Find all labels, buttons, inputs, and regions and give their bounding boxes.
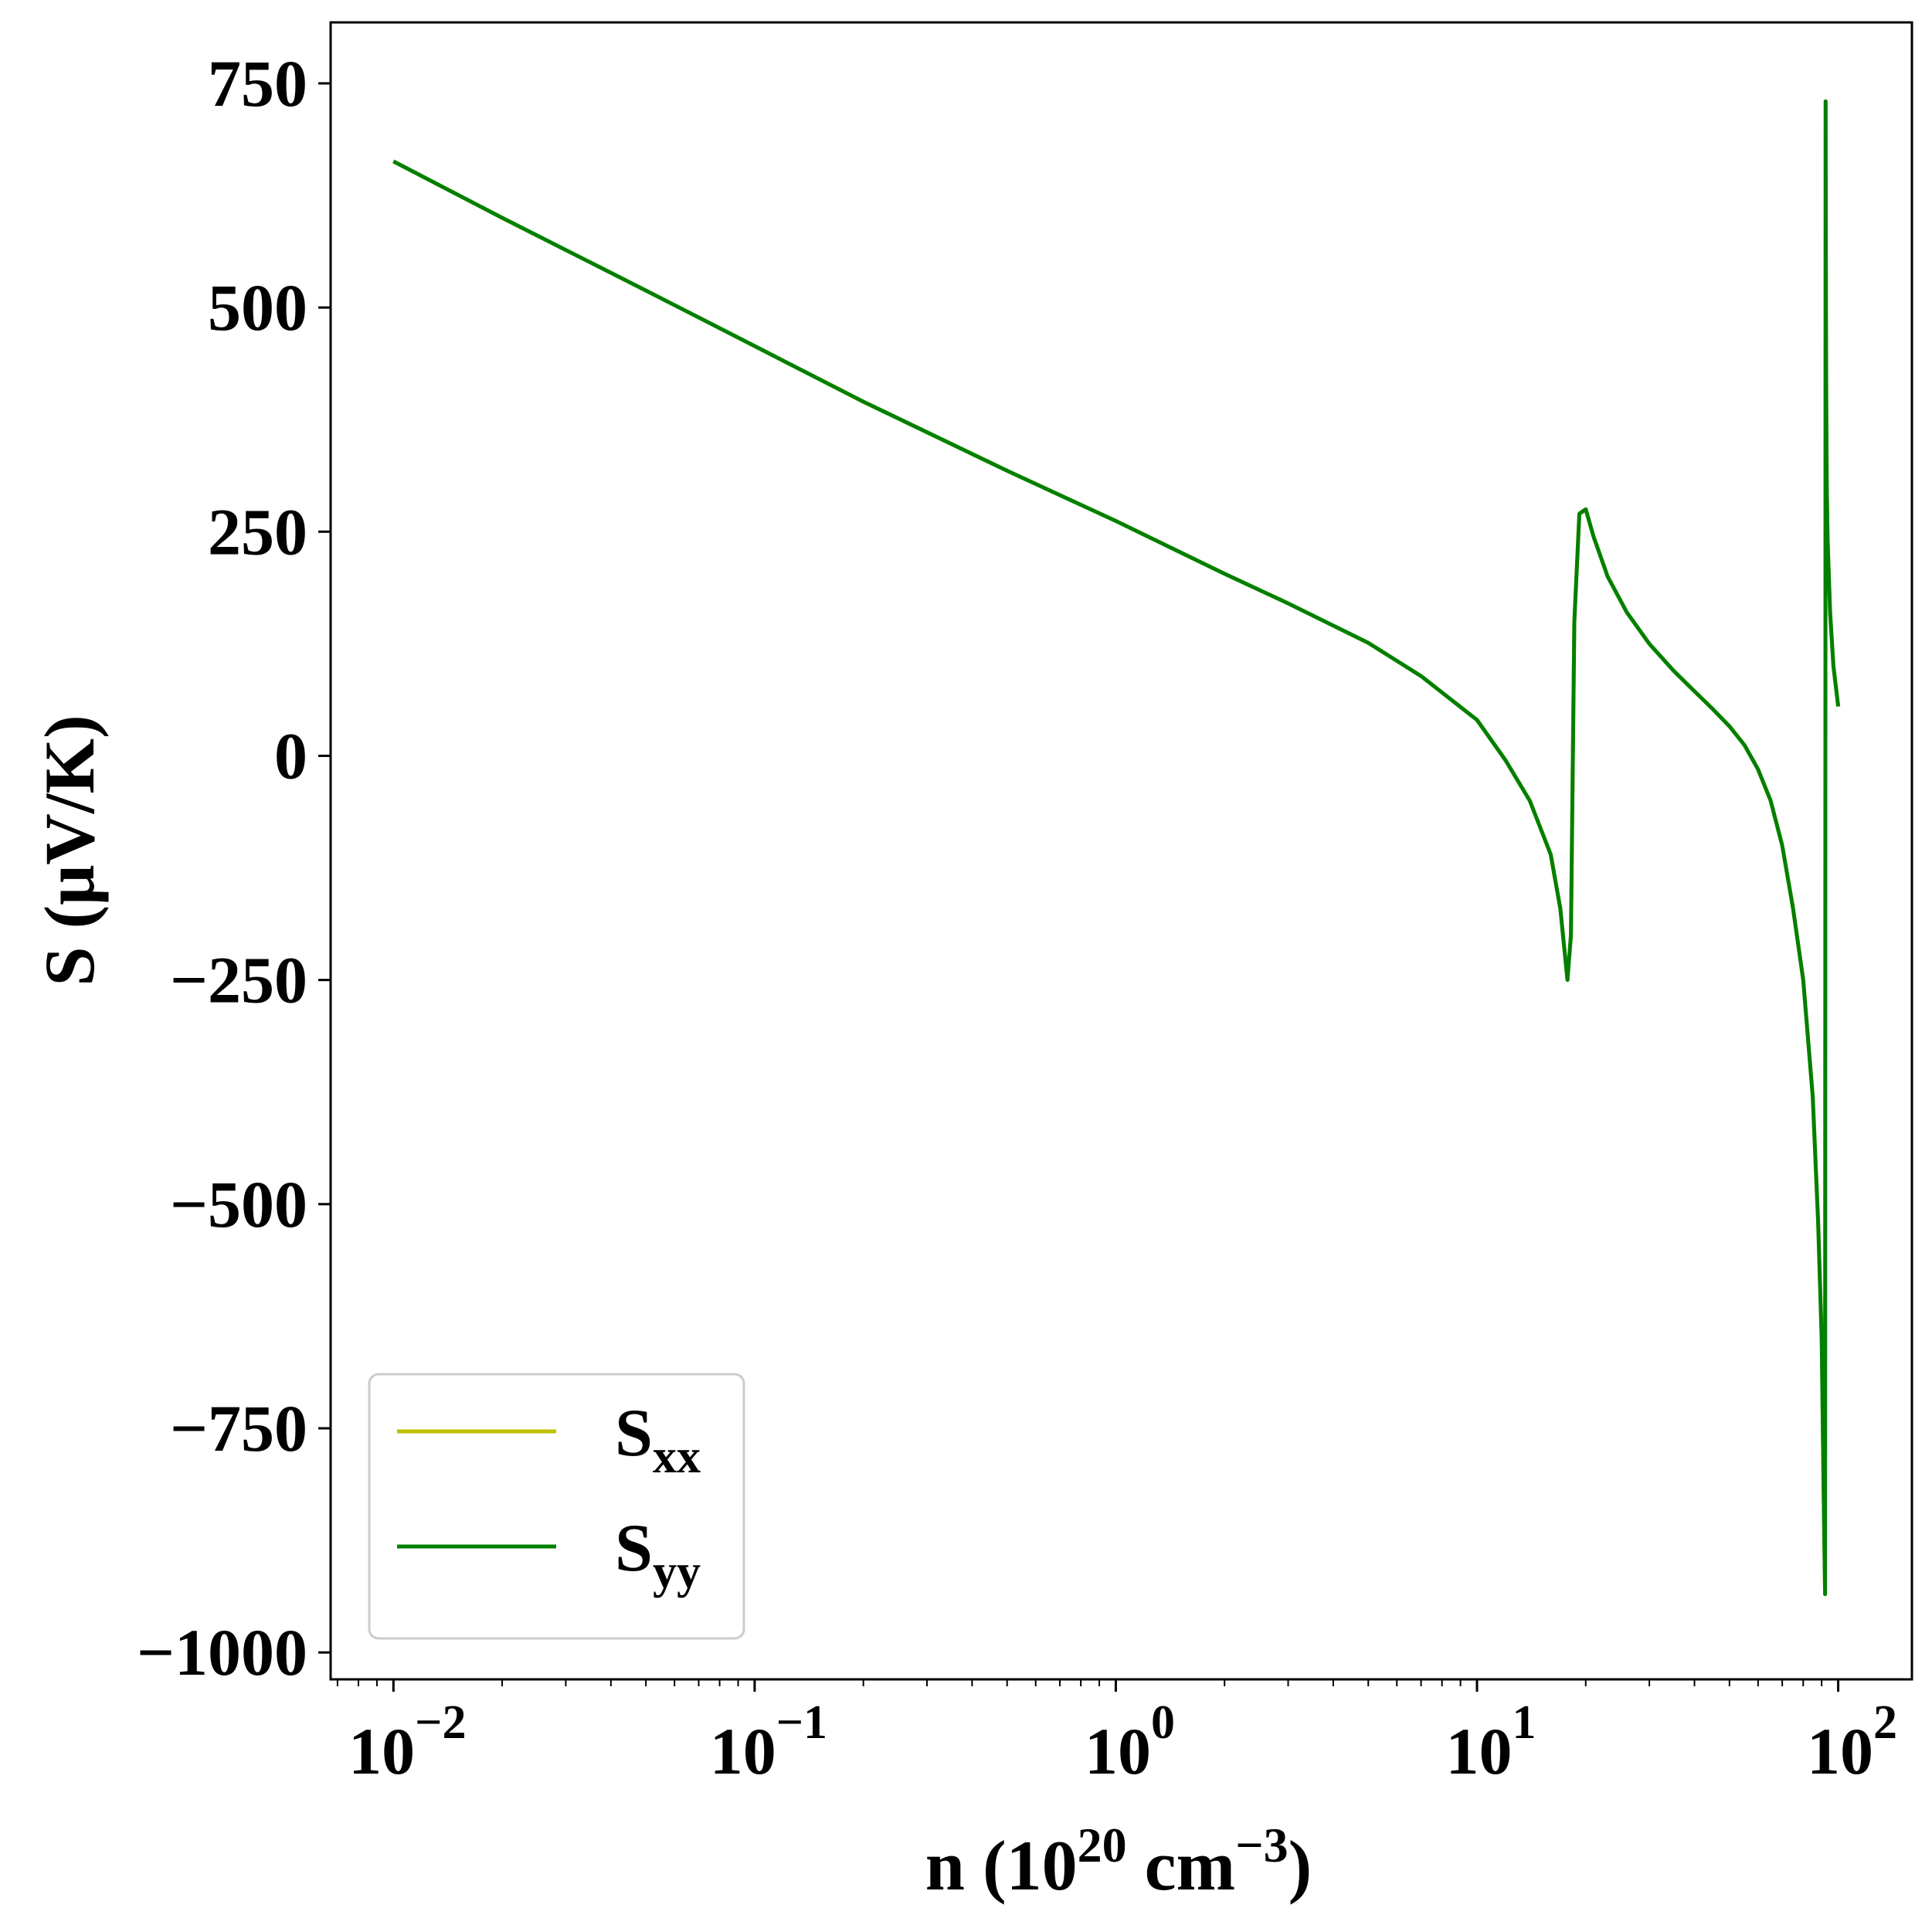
x-axis-title-exp2: −3 — [1235, 1818, 1288, 1872]
x-axis: 10−2 10−1 100 101 102 — [348, 1679, 1897, 1788]
series-line-syy — [392, 99, 1841, 1597]
x-tick-label: 10−2 — [348, 1696, 466, 1788]
y-axis: 750 500 250 0 −250 −500 −750 −1000 — [137, 46, 331, 1689]
y-tick-label: 250 — [208, 494, 307, 569]
legend: Sxx Syy — [368, 1373, 745, 1640]
plot-frame — [329, 21, 1913, 1681]
y-tick-label: −750 — [170, 1391, 307, 1465]
x-tick-label: 10−1 — [710, 1696, 827, 1788]
x-axis-title: n (1020 cm−3) — [925, 1818, 1312, 1905]
y-axis-title: S (μV/K) — [30, 715, 109, 986]
y-tick-label: 0 — [274, 718, 307, 793]
x-axis-title-end: ) — [1289, 1826, 1312, 1905]
legend-label-syy: Syy — [615, 1511, 701, 1598]
legend-label-syy-sub: yy — [653, 1546, 701, 1598]
legend-label-syy-base: S — [615, 1511, 653, 1586]
y-tick-label: 500 — [208, 270, 307, 345]
legend-label-sxx: Sxx — [615, 1396, 701, 1483]
y-tick-label: 750 — [208, 46, 307, 121]
legend-label-sxx-base: S — [615, 1396, 653, 1471]
x-axis-title-exp1: 20 — [1078, 1818, 1127, 1872]
x-tick-label: 102 — [1807, 1696, 1897, 1788]
legend-label-sxx-sub: xx — [653, 1431, 701, 1483]
x-axis-title-unit: cm — [1127, 1826, 1235, 1905]
series-layer — [392, 99, 1841, 1597]
y-tick-label: −500 — [170, 1167, 307, 1241]
y-tick-label: −250 — [170, 943, 307, 1017]
x-tick-label: 100 — [1085, 1696, 1175, 1788]
x-axis-title-base: n (10 — [925, 1826, 1078, 1905]
x-tick-label: 101 — [1446, 1696, 1536, 1788]
y-tick-label: −1000 — [137, 1615, 307, 1689]
legend-box — [368, 1373, 745, 1640]
x-axis-minor-ticks — [336, 1679, 1823, 1686]
